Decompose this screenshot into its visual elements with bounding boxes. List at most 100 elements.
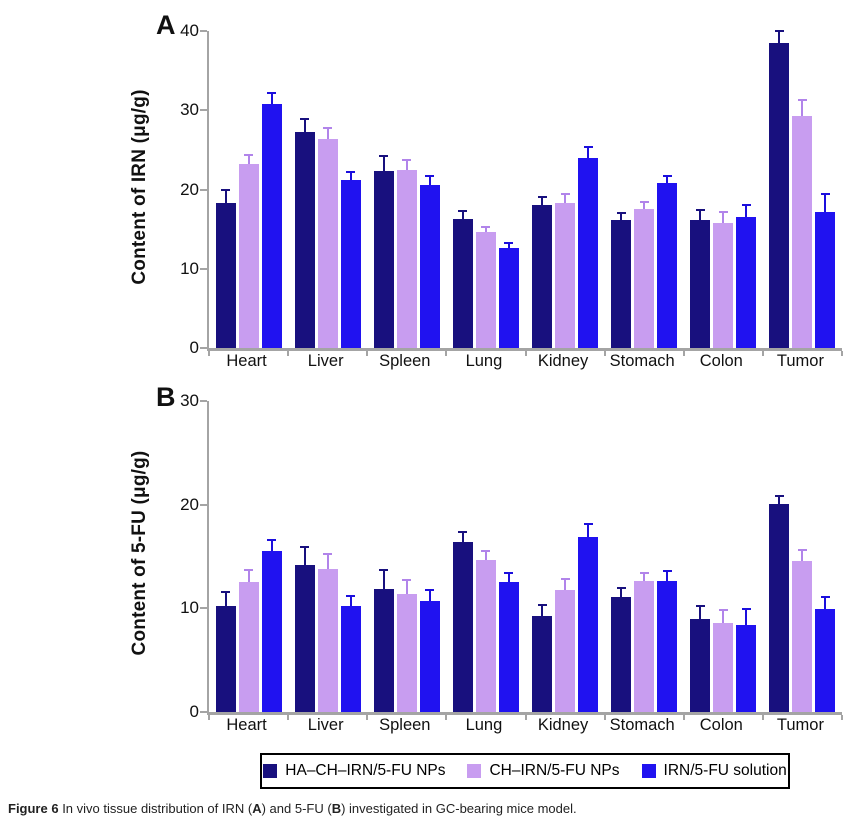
- x-label: Stomach: [609, 352, 675, 370]
- error-bar-cap: [616, 586, 626, 589]
- x-label: Spleen: [379, 352, 431, 370]
- error-bar: [620, 211, 623, 221]
- y-tick-mark: [200, 109, 207, 112]
- error-bar: [666, 570, 669, 582]
- error-bar: [303, 546, 306, 565]
- bar-group: [526, 145, 605, 348]
- panel-a-x-axis-labels: Heart Liver Spleen Lung Kidney Stomach Colon Tu…: [207, 352, 840, 371]
- error-bar-cap: [481, 225, 491, 228]
- caption-segment: B: [331, 801, 342, 816]
- bar-group: [209, 92, 288, 348]
- x-tick-mark: [524, 715, 527, 720]
- x-tick-mark: [445, 351, 448, 356]
- error-bar: [303, 118, 306, 133]
- error-bar-cap: [774, 495, 784, 498]
- y-tick-mark: [200, 347, 207, 349]
- error-bar: [564, 192, 567, 203]
- caption-segment: ) investigated in GC-bearing mice model.: [341, 801, 577, 816]
- error-bar: [428, 588, 431, 602]
- bar-group: [446, 530, 525, 712]
- error-bar-cap: [221, 590, 231, 593]
- bar-group: [367, 155, 446, 348]
- bar: [452, 210, 473, 348]
- bar: [769, 30, 790, 348]
- panel-a-y-axis-title: Content of IRN (μg/g): [129, 89, 150, 285]
- bar: [396, 579, 417, 712]
- error-bar-cap: [458, 530, 468, 533]
- error-bar: [699, 605, 702, 619]
- bar: [498, 572, 519, 712]
- bar: [475, 550, 496, 712]
- bar: [555, 578, 576, 712]
- error-bar: [824, 595, 827, 610]
- x-label: Colon: [699, 716, 743, 734]
- x-tick-mark: [603, 351, 606, 356]
- error-bar-cap: [583, 523, 593, 526]
- y-tick-label: 20: [180, 179, 199, 199]
- error-bar: [722, 210, 725, 223]
- legend-item: HA–CH–IRN/5-FU NPs: [263, 762, 445, 780]
- legend-label: IRN/5-FU solution: [663, 762, 787, 779]
- panel-b-x-axis-labels: Heart Liver Spleen Lung Kidney Stomach Colon Tu…: [207, 716, 840, 735]
- error-bar-cap: [616, 211, 626, 214]
- y-tick-label: 30: [180, 391, 199, 410]
- error-bar: [745, 608, 748, 625]
- error-bar: [745, 203, 748, 218]
- bar: [657, 175, 678, 348]
- error-bar-cap: [346, 170, 356, 173]
- error-bar-cap: [379, 155, 389, 158]
- bar-group: [684, 605, 763, 712]
- error-bar-cap: [379, 568, 389, 571]
- error-bar-cap: [820, 193, 830, 196]
- legend-swatch-icon: [467, 764, 482, 778]
- error-bar: [587, 145, 590, 158]
- bar: [634, 200, 655, 348]
- error-bar: [824, 193, 827, 212]
- error-bar-cap: [402, 579, 412, 582]
- bar: [498, 241, 519, 348]
- x-tick-mark: [208, 715, 210, 720]
- bar: [769, 495, 790, 712]
- error-bar-cap: [267, 538, 277, 541]
- bar: [396, 158, 417, 348]
- bar: [555, 192, 576, 348]
- error-bar: [801, 99, 804, 116]
- error-bar: [778, 495, 781, 504]
- error-bar-cap: [221, 188, 231, 191]
- bar: [713, 609, 734, 712]
- bar-groups-row: [209, 30, 842, 348]
- x-label: Heart: [226, 716, 267, 734]
- y-tick-label: 30: [180, 100, 199, 120]
- error-bar-cap: [639, 200, 649, 203]
- x-tick-mark: [682, 351, 685, 356]
- error-bar: [507, 572, 510, 583]
- bar-group: [288, 546, 367, 712]
- error-bar-cap: [300, 546, 310, 549]
- error-bar: [224, 188, 227, 203]
- error-bar: [722, 609, 725, 623]
- error-bar: [270, 538, 273, 552]
- error-bar: [801, 549, 804, 561]
- error-bar-cap: [797, 549, 807, 552]
- y-tick-label: 20: [180, 494, 199, 514]
- error-bar-cap: [583, 145, 593, 148]
- x-tick-mark: [761, 351, 764, 356]
- bar-group: [288, 118, 367, 348]
- bar-group: [605, 175, 684, 348]
- bar: [215, 590, 236, 712]
- bar: [792, 99, 813, 348]
- error-bar: [541, 604, 544, 616]
- error-bar: [699, 209, 702, 221]
- x-label: Liver: [307, 352, 344, 370]
- figure-caption: Figure 6 In vivo tissue distribution of …: [8, 801, 577, 816]
- error-bar-cap: [244, 153, 254, 156]
- caption-segment: A: [252, 801, 262, 816]
- x-tick-mark: [841, 351, 843, 356]
- caption-segment: In vivo tissue distribution of IRN (: [62, 801, 253, 816]
- error-bar-cap: [300, 118, 310, 121]
- caption-segment: ) and 5-FU (: [261, 801, 332, 816]
- legend-swatch-icon: [641, 764, 656, 778]
- bar: [736, 203, 757, 348]
- bar: [578, 145, 599, 348]
